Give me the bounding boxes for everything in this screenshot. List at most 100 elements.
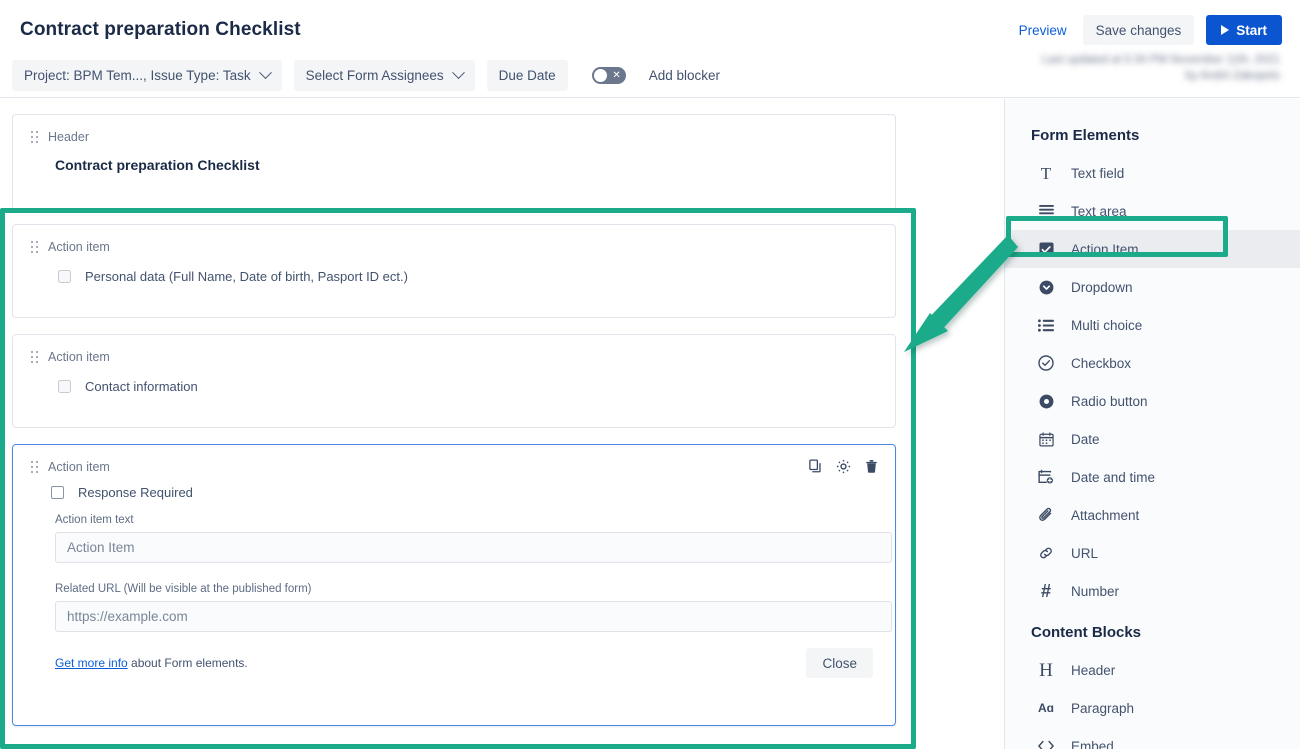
embed-icon — [1035, 736, 1057, 749]
action-item-text: Personal data (Full Name, Date of birth,… — [85, 269, 408, 284]
save-changes-button[interactable]: Save changes — [1082, 15, 1195, 45]
sidebar-item-label: Action Item — [1071, 241, 1139, 257]
editor-footer: Get more info about Form elements. Close — [13, 632, 895, 694]
action-text-label: Action item text — [55, 514, 134, 526]
settings-icon[interactable] — [836, 459, 851, 474]
text-field-icon: T — [1040, 163, 1052, 183]
card-label-row: Action item — [13, 225, 895, 255]
close-button[interactable]: Close — [806, 648, 873, 678]
due-date-button[interactable]: Due Date — [486, 60, 568, 91]
radio-button-icon — [1035, 391, 1057, 411]
sidebar-item-paragraph[interactable]: Aɑ Paragraph — [1005, 689, 1300, 727]
action-item-checkbox[interactable] — [58, 270, 71, 283]
drag-handle-icon[interactable] — [31, 351, 38, 363]
sidebar-item-header[interactable]: H Header — [1005, 651, 1300, 689]
response-required-label: Response Required — [78, 485, 193, 500]
sidebar-item-embed[interactable]: Embed — [1005, 727, 1300, 749]
related-url-input[interactable] — [55, 601, 892, 632]
action-item-card-1[interactable]: Action item Personal data (Full Name, Da… — [12, 224, 896, 318]
form-assignees-filter-label: Select Form Assignees — [305, 68, 444, 83]
header-block-card[interactable]: Header Contract preparation Checklist — [12, 114, 896, 213]
due-date-label: Due Date — [498, 68, 556, 83]
add-blocker-toggle[interactable]: ✕ — [591, 67, 626, 84]
sidebar-item-label: Date and time — [1071, 469, 1156, 485]
sidebar-item-url[interactable]: URL — [1005, 534, 1300, 572]
sidebar-item-text-area[interactable]: Text area — [1005, 192, 1300, 230]
heading-icon: H — [1039, 659, 1053, 681]
chevron-down-icon — [451, 66, 465, 80]
project-issue-type-filter[interactable]: Project: BPM Tem..., Issue Type: Task — [12, 60, 282, 91]
action-item-text-input[interactable] — [55, 532, 892, 563]
sidebar-item-label: Radio button — [1071, 393, 1148, 409]
toggle-knob — [593, 69, 607, 82]
start-button[interactable]: Start — [1206, 15, 1282, 45]
play-icon — [1221, 25, 1230, 35]
filter-row: Project: BPM Tem..., Issue Type: Task Se… — [12, 60, 720, 91]
footer-note: Get more info about Form elements. — [55, 656, 248, 670]
response-required-row: Response Required — [13, 475, 895, 514]
action-item-editor-card[interactable]: Action item — [12, 444, 896, 726]
form-assignees-filter[interactable]: Select Form Assignees — [293, 60, 475, 91]
sidebar-item-radio-button[interactable]: Radio button — [1005, 382, 1300, 420]
action-item-card-2[interactable]: Action item Contact information — [12, 334, 896, 428]
related-url-label: Related URL (Will be visible at the publ… — [55, 583, 312, 595]
response-required-checkbox[interactable] — [51, 486, 64, 499]
link-icon — [1035, 543, 1057, 563]
paperclip-icon — [1035, 505, 1057, 525]
drag-handle-icon[interactable] — [31, 241, 38, 253]
content-blocks-heading: Content Blocks — [1031, 624, 1142, 641]
sidebar-item-label: Number — [1071, 583, 1120, 599]
sidebar-item-action-item[interactable]: Action Item — [1005, 230, 1300, 268]
card-label-row: Action item — [13, 445, 895, 475]
action-text-field-block: Action item text — [13, 514, 895, 563]
card-label-row: Action item — [13, 335, 895, 365]
top-bar: Contract preparation Checklist Project: … — [0, 0, 1300, 98]
page-title: Contract preparation Checklist — [20, 19, 301, 40]
sidebar-item-attachment[interactable]: Attachment — [1005, 496, 1300, 534]
sidebar-item-label: Header — [1071, 662, 1116, 678]
sidebar-item-label: Paragraph — [1071, 700, 1135, 716]
sidebar-item-multi-choice[interactable]: Multi choice — [1005, 306, 1300, 344]
card-tools — [808, 459, 879, 474]
multi-choice-icon — [1035, 315, 1057, 335]
sidebar-item-label: Embed — [1071, 738, 1114, 749]
top-actions: Preview Save changes Start — [1015, 15, 1282, 45]
add-blocker-label: Add blocker — [648, 68, 720, 83]
sidebar-item-label: Text field — [1071, 165, 1125, 181]
form-elements-sidebar: Form Elements T Text field Text area Act… — [1004, 99, 1300, 749]
action-item-checkbox[interactable] — [58, 380, 71, 393]
sidebar-item-label: Text area — [1071, 203, 1127, 219]
sidebar-item-text-field[interactable]: T Text field — [1005, 154, 1300, 192]
related-url-field-block: Related URL (Will be visible at the publ… — [13, 563, 895, 632]
sidebar-item-date[interactable]: Date — [1005, 420, 1300, 458]
sidebar-item-label: Multi choice — [1071, 317, 1143, 333]
dropdown-icon — [1035, 277, 1057, 297]
duplicate-icon[interactable] — [808, 459, 823, 474]
sidebar-item-label: URL — [1071, 545, 1099, 561]
checkbox-icon — [1035, 353, 1057, 373]
form-elements-heading: Form Elements — [1031, 127, 1140, 144]
card-type-label: Action item — [48, 460, 110, 474]
project-issue-type-filter-label: Project: BPM Tem..., Issue Type: Task — [24, 68, 251, 83]
start-button-label: Start — [1236, 22, 1267, 38]
action-item-icon — [1035, 239, 1057, 259]
sidebar-item-date-and-time[interactable]: Date and time — [1005, 458, 1300, 496]
paragraph-icon: Aɑ — [1038, 701, 1054, 715]
delete-icon[interactable] — [864, 459, 879, 474]
drag-handle-icon[interactable] — [31, 131, 38, 143]
sidebar-item-label: Attachment — [1071, 507, 1140, 523]
sidebar-item-dropdown[interactable]: Dropdown — [1005, 268, 1300, 306]
card-type-label: Action item — [48, 240, 110, 254]
sidebar-item-label: Checkbox — [1071, 355, 1132, 371]
get-more-info-link[interactable]: Get more info — [55, 656, 128, 670]
form-canvas: Header Contract preparation Checklist Ac… — [0, 99, 1004, 749]
preview-button[interactable]: Preview — [1018, 22, 1067, 38]
last-updated-text: Last updated at 5:34 PM November 11th, 2… — [1041, 54, 1280, 82]
sidebar-item-number[interactable]: # Number — [1005, 572, 1300, 610]
calendar-icon — [1035, 429, 1057, 449]
sidebar-item-checkbox[interactable]: Checkbox — [1005, 344, 1300, 382]
drag-handle-icon[interactable] — [31, 461, 38, 473]
action-item-text: Contact information — [85, 379, 198, 394]
card-type-label: Action item — [48, 350, 110, 364]
